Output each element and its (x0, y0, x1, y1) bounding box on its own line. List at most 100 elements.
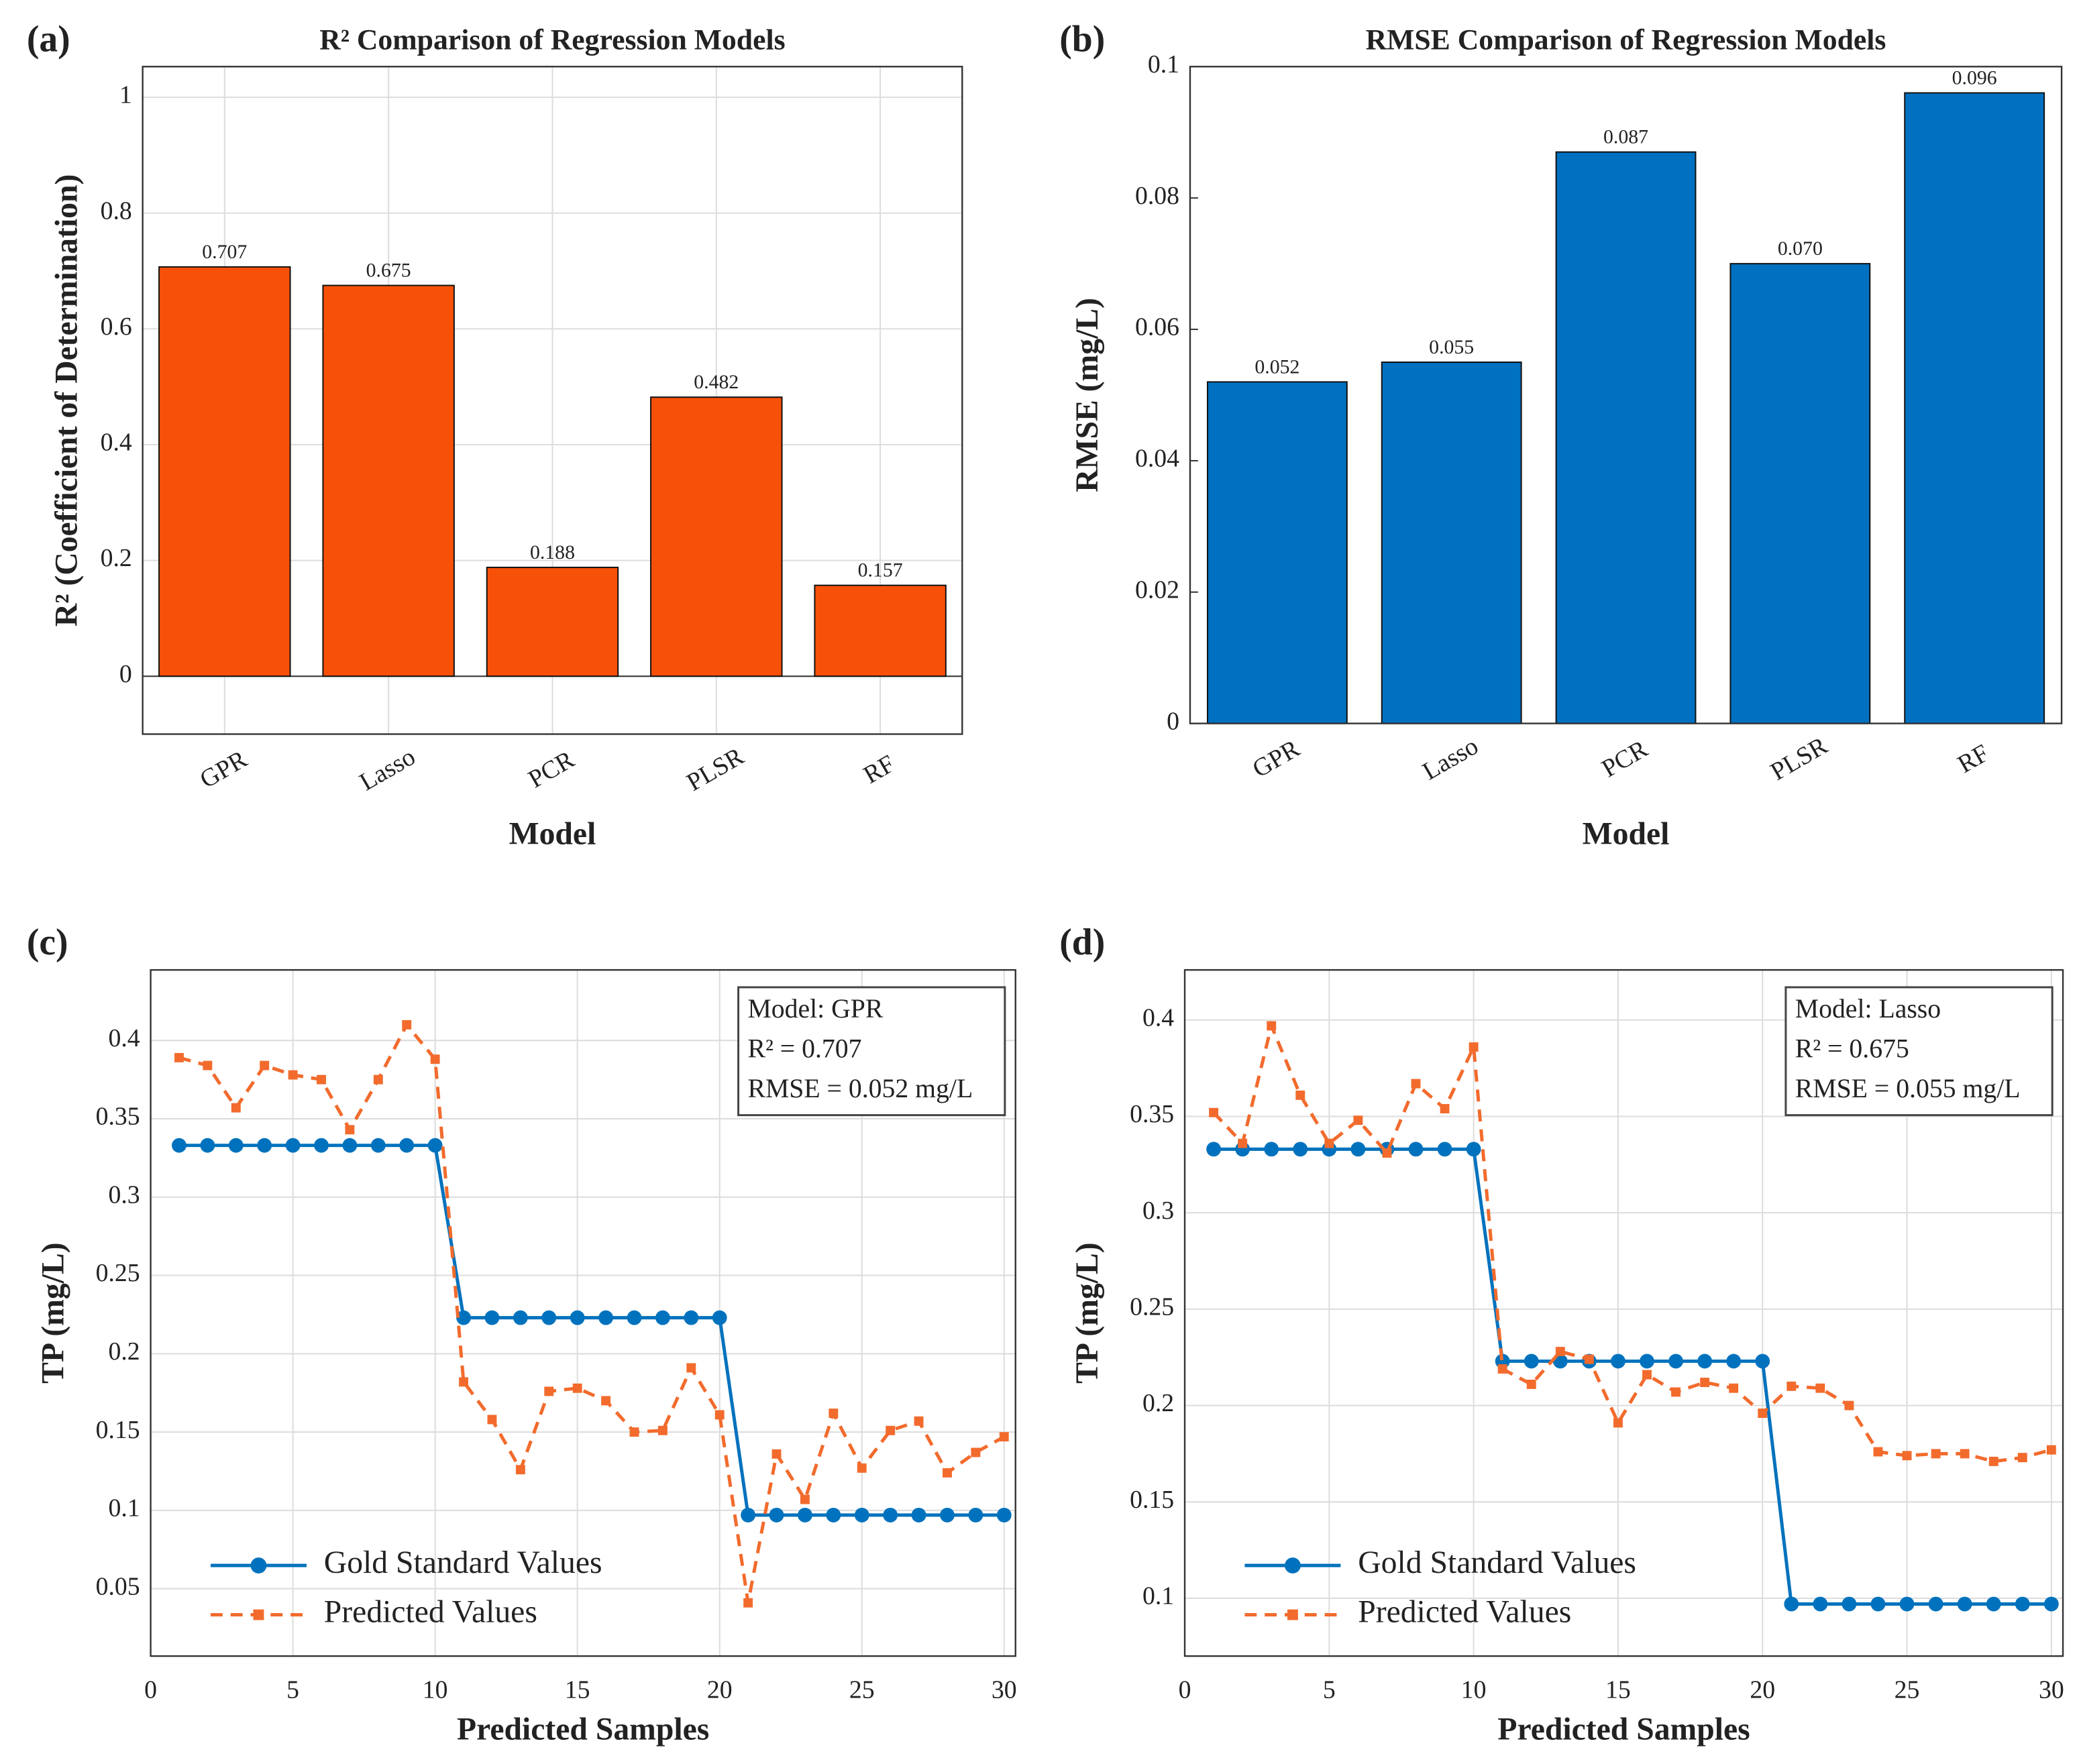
legend-label: Predicted Values (324, 1594, 537, 1629)
y-tick-label: 0.05 (96, 1572, 140, 1600)
marker (1844, 1400, 1854, 1411)
plot-frame (1183, 969, 2064, 1657)
y-axis-label: RMSE (mg/L) (1070, 298, 1105, 492)
marker (200, 1138, 215, 1153)
marker (684, 1310, 699, 1325)
marker (1437, 1142, 1452, 1157)
x-axis-label: Predicted Samples (1497, 1712, 1750, 1747)
marker (541, 1310, 557, 1325)
marker (2043, 1596, 2059, 1612)
marker (1931, 1449, 1941, 1459)
legend-marker (250, 1557, 267, 1574)
legend-label: Gold Standard Values (1358, 1545, 1636, 1580)
bar (486, 566, 619, 677)
marker (1497, 1364, 1507, 1374)
marker (629, 1427, 639, 1437)
bar (650, 396, 783, 677)
bar (1206, 381, 1348, 724)
y-tick-label: 0.15 (1130, 1486, 1174, 1514)
marker (1726, 1354, 1742, 1369)
y-tick-label: 0.02 (1135, 575, 1179, 604)
y-tick-label: 1 (119, 81, 132, 109)
annotation-text: R² = 0.707 (747, 1034, 861, 1063)
marker (1784, 1596, 1799, 1612)
marker (1524, 1354, 1539, 1369)
marker (1353, 1115, 1363, 1125)
y-tick-label: 0 (119, 660, 132, 688)
marker (2017, 1453, 2027, 1463)
marker (1238, 1138, 1248, 1148)
y-tick-label: 0.3 (1142, 1197, 1174, 1225)
marker (1408, 1142, 1424, 1157)
marker (1466, 1142, 1481, 1157)
marker (373, 1074, 383, 1085)
x-tick-label: 10 (1461, 1675, 1487, 1704)
y-tick-label: 0.1 (1148, 50, 1179, 78)
marker (1787, 1381, 1797, 1391)
x-tick-label: 15 (1605, 1675, 1631, 1704)
marker (257, 1138, 272, 1153)
marker (857, 1463, 867, 1473)
bar (1729, 263, 1871, 724)
marker (1697, 1354, 1713, 1369)
y-tick-label: 0.2 (1142, 1389, 1174, 1417)
annotation-text: Model: GPR (747, 994, 883, 1024)
marker (228, 1138, 244, 1153)
marker (971, 1447, 981, 1457)
marker (1813, 1596, 1828, 1612)
marker (1873, 1447, 1883, 1457)
marker (1411, 1079, 1421, 1089)
marker (999, 1432, 1009, 1442)
x-tick-label: RF (1953, 739, 1994, 779)
marker (572, 1383, 582, 1393)
x-tick-label: RF (859, 750, 900, 789)
marker (317, 1074, 326, 1085)
y-axis-label: R² (Coefficient of Determination) (49, 174, 84, 627)
marker (1206, 1142, 1222, 1157)
x-axis-label: Predicted Samples (457, 1712, 709, 1747)
marker (430, 1054, 440, 1064)
value-label: 0.157 (858, 559, 903, 582)
marker (741, 1507, 756, 1523)
marker (743, 1598, 753, 1608)
y-tick-label: 0.15 (96, 1416, 140, 1444)
plot-frame (1189, 66, 2063, 724)
y-tick-label: 0.4 (1142, 1003, 1174, 1032)
value-label: 0.482 (694, 371, 739, 393)
marker (911, 1507, 926, 1523)
y-tick-label: 0.35 (96, 1103, 140, 1131)
marker (1526, 1379, 1536, 1389)
marker (288, 1070, 298, 1080)
marker (1555, 1347, 1565, 1357)
marker (883, 1507, 898, 1523)
plot-frame (142, 66, 963, 735)
bar (322, 284, 455, 677)
marker (914, 1416, 924, 1426)
marker (370, 1138, 386, 1153)
marker (231, 1103, 241, 1113)
marker (515, 1465, 525, 1475)
marker (601, 1396, 611, 1406)
y-tick-label: 0.35 (1130, 1100, 1174, 1128)
value-label: 0.087 (1603, 126, 1648, 148)
marker (1611, 1354, 1625, 1369)
legend-marker (253, 1609, 264, 1620)
marker (655, 1310, 670, 1325)
marker (798, 1507, 812, 1523)
x-tick-label: PCR (1597, 734, 1652, 783)
y-tick-label: 0 (1167, 707, 1179, 735)
bar (814, 584, 947, 677)
marker (1870, 1596, 1886, 1612)
marker (1671, 1387, 1681, 1397)
series-line (1212, 1020, 2052, 1464)
x-tick-label: 30 (2039, 1675, 2064, 1704)
marker (771, 1449, 782, 1459)
marker (943, 1468, 952, 1478)
bar (1904, 92, 2045, 724)
x-axis-label: Model (1583, 816, 1670, 851)
y-tick-label: 0.3 (109, 1180, 140, 1209)
marker (940, 1507, 955, 1523)
chart-title: R² Comparison of Regression Models (319, 24, 785, 56)
marker (570, 1310, 585, 1325)
